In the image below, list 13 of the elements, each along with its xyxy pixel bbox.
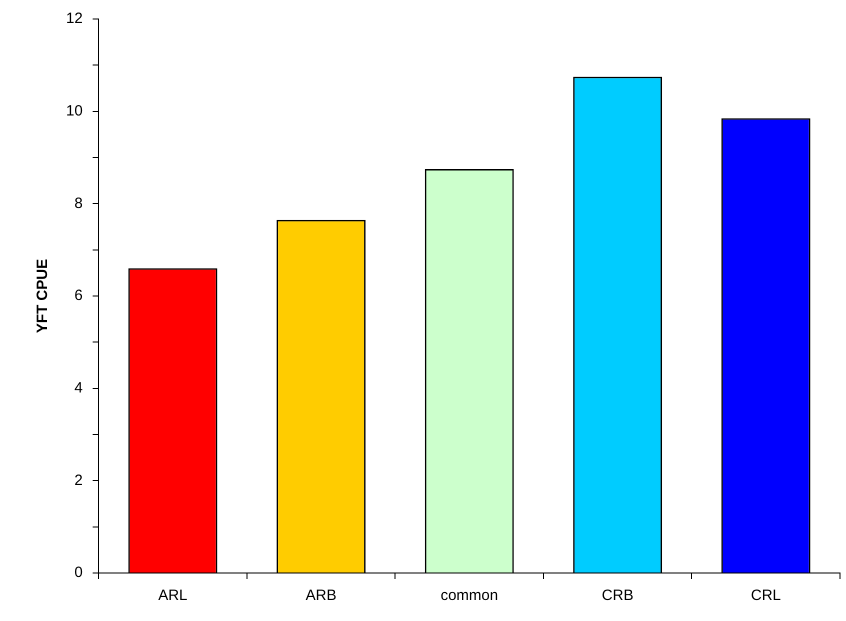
x-tick-label: CRB <box>602 587 634 604</box>
x-tick-label: common <box>440 587 498 604</box>
x-tick-label: ARB <box>306 587 336 604</box>
y-axis-title: YFT CPUE <box>34 258 52 334</box>
y-tick-label: 12 <box>66 10 83 28</box>
y-tick-label: 2 <box>74 472 83 489</box>
y-tick-label: 4 <box>74 379 83 396</box>
y-tick-label: 6 <box>74 287 83 304</box>
y-tick-label: 8 <box>74 194 83 212</box>
y-tick-label: 10 <box>66 102 83 120</box>
x-tick-label: ARL <box>158 587 188 604</box>
y-tick-label: 0 <box>74 564 83 582</box>
x-tick-label: CRL <box>750 587 781 604</box>
